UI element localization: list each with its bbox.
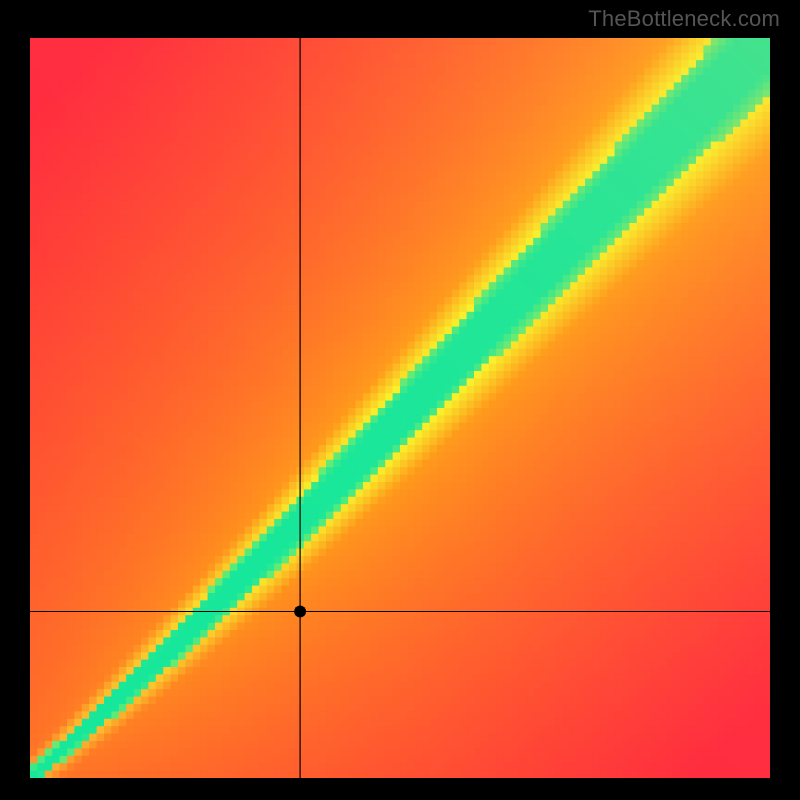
watermark-text: TheBottleneck.com xyxy=(588,6,780,32)
chart-container: TheBottleneck.com xyxy=(0,0,800,800)
bottleneck-heatmap xyxy=(30,38,770,778)
heatmap-canvas xyxy=(30,38,770,778)
